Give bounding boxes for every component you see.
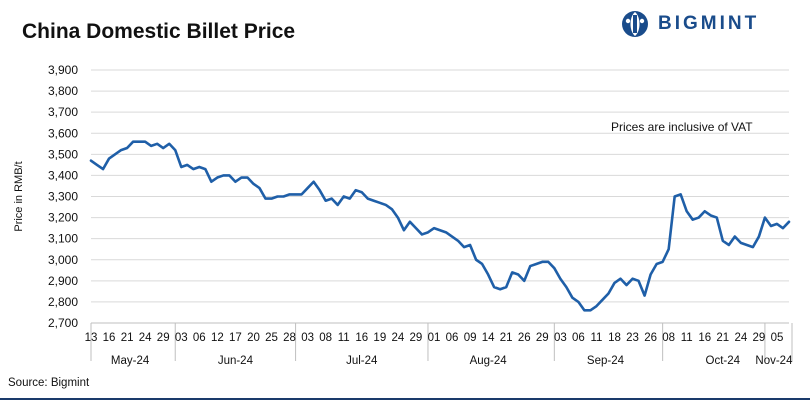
x-tick-label: 21 (121, 332, 134, 344)
x-tick-label: 29 (157, 332, 170, 344)
x-tick-label: 25 (265, 332, 278, 344)
x-tick-label: 03 (175, 332, 188, 344)
x-tick-label: 21 (500, 332, 513, 344)
y-tick-label: 3,400 (48, 168, 78, 182)
x-tick-label: 06 (572, 332, 585, 344)
y-tick-label: 2,700 (48, 316, 78, 330)
x-tick-label: 12 (211, 332, 224, 344)
x-tick-label: 16 (355, 332, 368, 344)
x-tick-label: 29 (410, 332, 423, 344)
gridlines (91, 69, 789, 303)
x-tick-label: 11 (590, 332, 602, 344)
bottom-rule (0, 398, 810, 400)
x-tick-label: 11 (681, 332, 693, 344)
month-labels: May-24 Jun-24 Jul-24 Aug-24 Sep-24 Oct-24 Nov-… (111, 355, 793, 367)
x-tick-label: 09 (464, 332, 477, 344)
vat-note: Prices are inclusive of VAT (611, 120, 753, 134)
x-tick-label: 13 (85, 332, 98, 344)
y-tick-label: 3,300 (48, 190, 78, 204)
y-tick-label: 3,800 (48, 84, 78, 98)
x-tick-label: 28 (283, 332, 296, 344)
x-tick-label: 24 (391, 332, 404, 344)
y-tick-label: 2,800 (48, 295, 78, 309)
month-label: Sep-24 (587, 355, 625, 367)
month-label: Jul-24 (346, 355, 378, 367)
y-tick-label: 3,500 (48, 147, 78, 161)
month-label: May-24 (111, 355, 150, 367)
x-tick-label: 01 (428, 332, 441, 344)
x-axis (90, 322, 793, 361)
y-tick-label: 3,000 (48, 253, 78, 267)
x-tick-label: 06 (193, 332, 206, 344)
y-tick-label: 3,200 (48, 211, 78, 225)
x-tick-label: 11 (338, 332, 350, 344)
y-tick-label: 3,600 (48, 126, 78, 140)
x-tick-label: 29 (753, 332, 766, 344)
x-tick-label: 05 (771, 332, 784, 344)
chart-title: China Domestic Billet Price (22, 20, 296, 43)
month-label: Oct-24 (706, 355, 741, 367)
bigmint-logo: BIGMINT (620, 9, 800, 39)
x-tick-label: 06 (446, 332, 459, 344)
series-line-billet-price (89, 140, 791, 312)
month-label: Jun-24 (218, 355, 254, 367)
bigmint-globe-icon (622, 11, 648, 37)
x-tick-label: 16 (103, 332, 116, 344)
x-tick-label: 08 (662, 332, 675, 344)
x-tick-label: 23 (626, 332, 639, 344)
x-tick-label: 26 (644, 332, 657, 344)
x-tick-label: 19 (373, 332, 386, 344)
x-axis-ticks: 13 16 21 24 29 03 06 12 17 20 25 28 03 08 11 16 19 24 29 01… (85, 332, 784, 344)
x-tick-label: 17 (229, 332, 242, 344)
x-tick-label: 18 (608, 332, 621, 344)
month-label: Aug-24 (470, 355, 508, 367)
x-tick-label: 21 (716, 332, 729, 344)
x-tick-label: 24 (734, 332, 747, 344)
bigmint-wordmark: BIGMINT (658, 13, 760, 34)
y-axis-label: Price in RMB/t (13, 161, 25, 231)
x-tick-label: 08 (319, 332, 332, 344)
y-axis-ticks: 2,700 2,800 2,900 3,000 3,100 3,200 3,300 3,400… (48, 63, 78, 330)
y-tick-label: 3,700 (48, 105, 78, 119)
y-tick-label: 2,900 (48, 274, 78, 288)
month-label: Nov-24 (755, 355, 793, 367)
x-tick-label: 24 (139, 332, 152, 344)
x-tick-label: 03 (301, 332, 314, 344)
x-tick-label: 16 (698, 332, 711, 344)
x-tick-label: 29 (536, 332, 549, 344)
x-tick-label: 03 (554, 332, 567, 344)
y-tick-label: 3,100 (48, 232, 78, 246)
x-tick-label: 26 (518, 332, 531, 344)
source-note: Source: Bigmint (8, 377, 90, 389)
y-tick-label: 3,900 (48, 63, 78, 77)
x-tick-label: 14 (482, 332, 495, 344)
x-tick-label: 20 (247, 332, 260, 344)
